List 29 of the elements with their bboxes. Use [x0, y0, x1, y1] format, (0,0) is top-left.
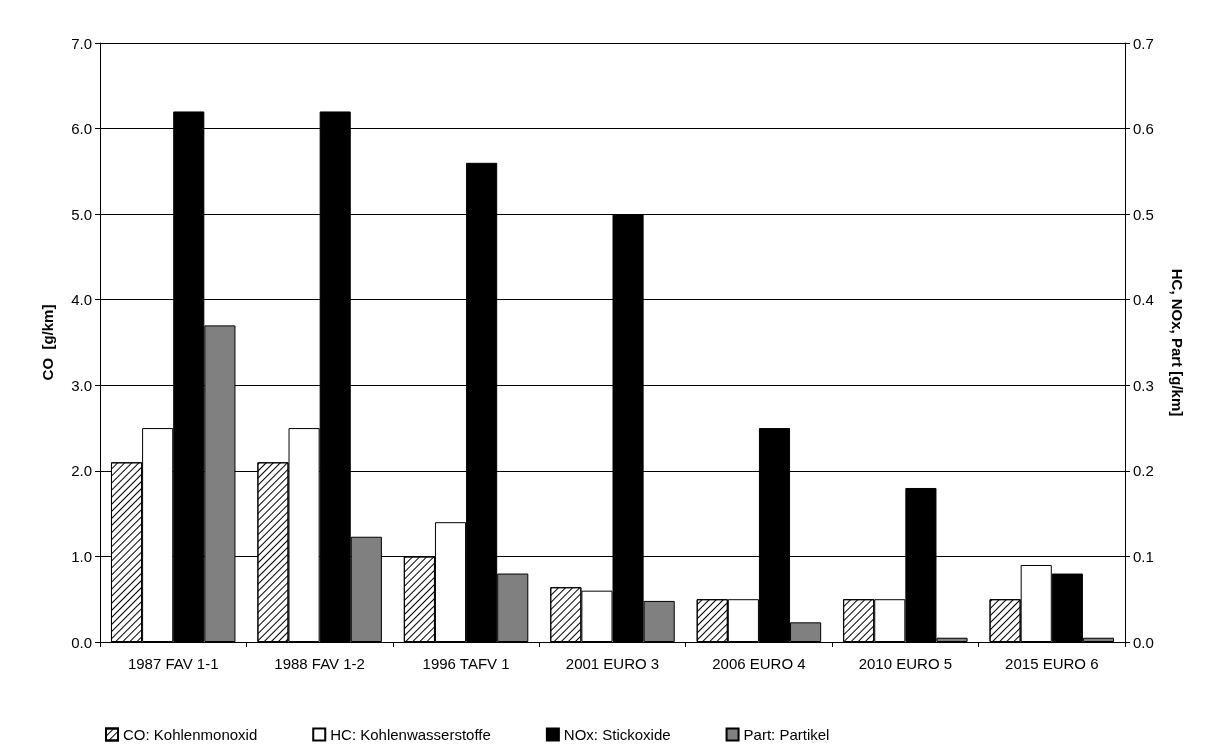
x-tick-label: 2010 EURO 5 [858, 655, 953, 672]
x-tick-label: 1988 FAV 1-2 [274, 655, 365, 672]
y-tick-label: 5.0 [71, 205, 92, 223]
legend-label: HC: Kohlenwasserstoffe [330, 726, 491, 743]
y2-tick-label: 0.3 [1133, 376, 1154, 394]
y2-tick-label: 0.0 [1133, 633, 1154, 651]
y-axis-title: CO [g/km] [39, 304, 56, 381]
y2-tick-label: 0.1 [1133, 547, 1154, 565]
y-tick-label: 3.0 [71, 376, 92, 394]
y2-tick-label: 0.6 [1133, 120, 1154, 138]
x-tick-label: 2001 EURO 3 [565, 655, 660, 672]
legend-label: NOx: Stickoxide [563, 726, 671, 743]
x-tick-label: 2015 EURO 6 [1005, 655, 1099, 672]
y-tick-label: 1.0 [71, 547, 92, 565]
y-tick-label: 0.0 [71, 633, 92, 651]
y2-tick-label: 0.4 [1133, 291, 1154, 309]
x-tick-label: 2006 EURO 4 [712, 655, 806, 672]
y2-tick-label: 0.5 [1133, 205, 1154, 223]
y2-tick-label: 0.7 [1133, 34, 1154, 52]
y-tick-label: 7.0 [71, 34, 92, 52]
x-tick-label: 1987 FAV 1-1 [127, 655, 219, 672]
x-tick-label: 1996 TAFV 1 [422, 655, 510, 672]
y-tick-label: 6.0 [71, 120, 92, 138]
y-tick-label: 2.0 [71, 462, 92, 480]
y2-axis-title: HC, NOx, Part [g/km] [1169, 268, 1186, 417]
legend-label: CO: Kohlenmonoxid [123, 726, 258, 743]
y-tick-label: 4.0 [71, 291, 92, 309]
y2-tick-label: 0.2 [1133, 462, 1154, 480]
legend-label: Part: Partikel [743, 726, 830, 743]
